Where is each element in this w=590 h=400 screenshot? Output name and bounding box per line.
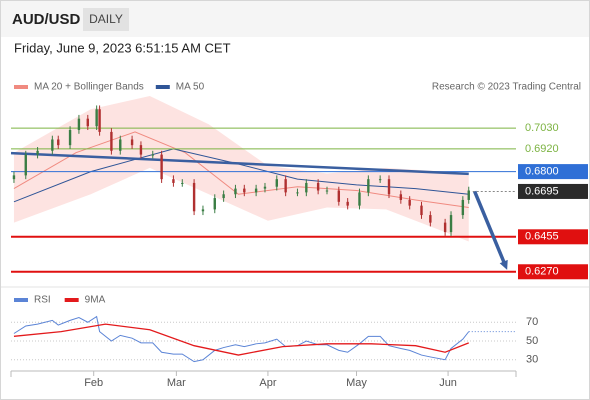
rsi-line <box>13 323 469 356</box>
candle-body <box>399 194 403 200</box>
candle-body <box>443 222 447 233</box>
candle-body <box>98 109 101 132</box>
y-tick-label: 30 <box>526 354 538 366</box>
candle-body <box>192 182 196 212</box>
candle-body <box>51 139 54 151</box>
candle-body <box>316 182 320 191</box>
legend-label: RSI <box>34 295 51 306</box>
timeframe: DAILY <box>89 12 123 26</box>
candle-body <box>119 139 122 151</box>
candle-body <box>358 192 361 206</box>
candle-body <box>172 179 175 183</box>
candle-body <box>181 182 184 184</box>
x-tick-label: Mar <box>167 377 186 389</box>
level-label: 0.7030 <box>525 122 559 134</box>
candle-body <box>367 179 370 193</box>
candle-body <box>243 188 246 193</box>
level-label-box <box>518 183 588 199</box>
level-label-box <box>518 264 588 280</box>
legend-label: MA 20 + Bollinger Bands <box>34 82 144 93</box>
y-tick-label: 50 <box>526 335 538 347</box>
level-label: 0.6920 <box>525 143 559 155</box>
level-label: 0.6695 <box>525 185 559 197</box>
candle-body <box>201 209 205 212</box>
candle-body <box>160 154 163 180</box>
timeframe-box <box>83 8 129 31</box>
x-tick-label: May <box>346 377 367 389</box>
candle-body <box>275 179 278 187</box>
trend-line <box>10 151 469 176</box>
candle-body <box>408 199 411 206</box>
candle-body <box>325 190 329 192</box>
level-label-box <box>518 229 588 245</box>
candle-body <box>12 175 16 180</box>
candle-body <box>95 109 98 127</box>
candle-body <box>305 182 308 193</box>
candle-body <box>57 139 60 146</box>
legend-label: MA 50 <box>176 82 205 93</box>
x-tick-label: Jun <box>439 377 457 389</box>
candle-body <box>429 215 432 223</box>
symbol: AUD/USD <box>12 11 81 28</box>
candle-body <box>139 145 143 155</box>
candle-body <box>36 150 39 155</box>
projection-arrow <box>473 190 506 264</box>
x-tick-label: Feb <box>84 377 103 389</box>
bollinger-band <box>13 96 469 242</box>
timestamp: Friday, June 9, 2023 6:51:15 AM CET <box>14 40 231 55</box>
projection-arrowhead <box>499 259 508 270</box>
candle-body <box>346 201 349 206</box>
level-label: 0.6455 <box>525 231 559 243</box>
candle-body <box>387 179 391 195</box>
level-label-box <box>518 164 588 180</box>
candle-body <box>234 188 237 195</box>
x-tick-label: Apr <box>259 377 276 389</box>
candle-body <box>24 154 27 176</box>
candle-body <box>284 179 287 193</box>
candle-body <box>263 186 267 189</box>
candle-body <box>77 118 81 131</box>
candle-body <box>420 205 423 216</box>
candle-body <box>461 199 465 216</box>
candle-body <box>378 179 382 181</box>
candle-body <box>151 154 154 156</box>
candle-body <box>110 131 113 151</box>
candle-body <box>449 215 453 233</box>
candle-body <box>86 118 89 127</box>
level-label: 0.6270 <box>525 266 559 278</box>
candle-body <box>213 198 216 210</box>
rsi-line <box>13 315 470 363</box>
credit: Research © 2023 Trading Central <box>432 82 581 93</box>
candle-body <box>296 192 299 194</box>
candle-body <box>222 194 225 199</box>
candle-body <box>337 190 341 202</box>
candle-body <box>467 190 470 200</box>
y-tick-label: 70 <box>526 316 538 328</box>
legend-label: 9MA <box>85 295 106 306</box>
level-label: 0.6800 <box>525 166 559 178</box>
candle-body <box>68 130 72 146</box>
candle-body <box>130 139 134 146</box>
ma-line <box>13 131 469 209</box>
candle-body <box>254 188 258 193</box>
